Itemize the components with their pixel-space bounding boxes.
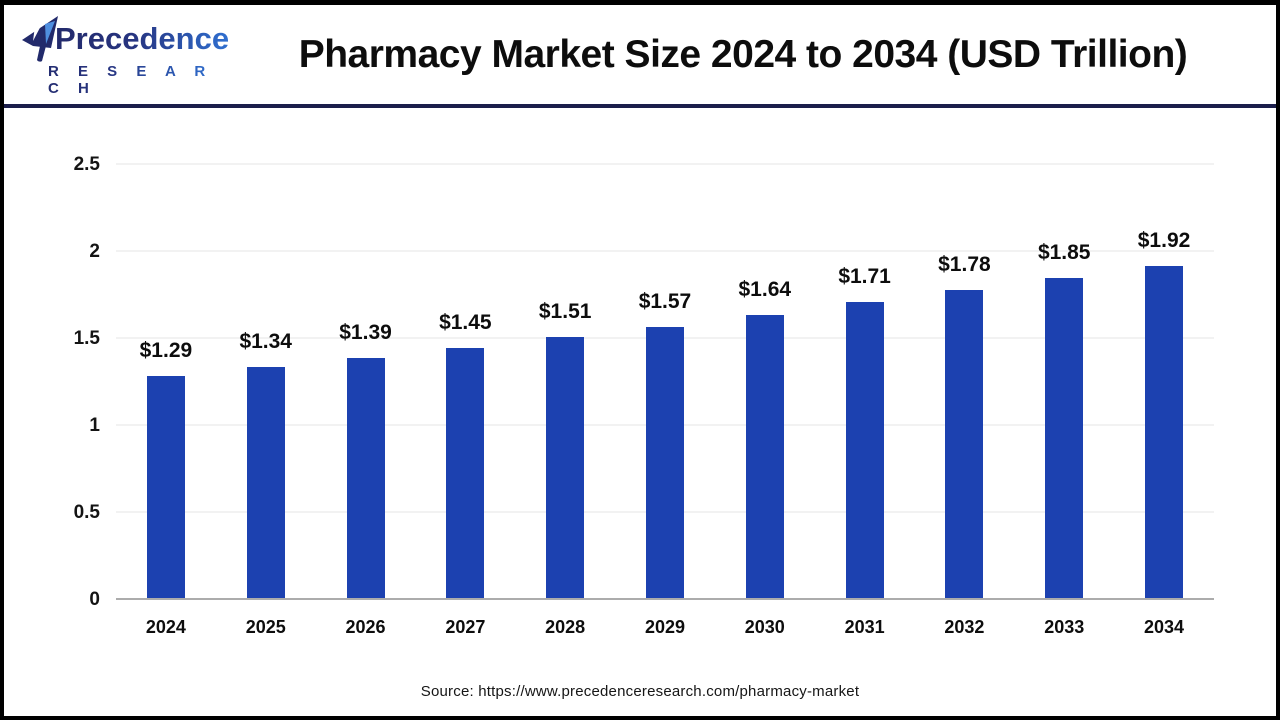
plot-area: 0 0.5 1 1.5 2 2.5 $1.29 2024 $1.34 2025 $1.39 2026 $…: [74, 154, 1214, 637]
bar-value-label: $1.78: [938, 253, 991, 277]
bar-2033: [1045, 278, 1084, 600]
bar-column-2026: $1.39 2026: [316, 165, 416, 637]
bar-column-2024: $1.29 2024: [116, 165, 216, 637]
bar-value-label: $1.39: [339, 321, 392, 345]
bar-2029: [645, 326, 684, 600]
chart-title: Pharmacy Market Size 2024 to 2034 (USD T…: [298, 32, 1188, 76]
bar-2028: [546, 337, 585, 600]
bar-2031: [845, 302, 884, 600]
x-tick-label: 2025: [245, 617, 286, 637]
header: Precedence R E S E A R C H Pharmacy Mark…: [4, 5, 1276, 108]
bar-2032: [945, 290, 984, 600]
bar-value-label: $1.29: [139, 338, 193, 362]
bar-column-2034: $1.92 2034: [1114, 165, 1214, 637]
bar-2034: [1145, 265, 1184, 600]
bar-value-label: $1.51: [538, 300, 592, 324]
x-tick-label: 2026: [345, 617, 386, 637]
bar-value-label: $1.57: [638, 289, 692, 313]
bar-value-label: $1.34: [239, 329, 292, 353]
bar-2027: [446, 347, 485, 600]
gridline: [116, 250, 1214, 252]
x-tick-label: 2034: [1144, 617, 1185, 637]
x-tick-label: 2030: [744, 617, 785, 637]
bar-column-2028: $1.51 2028: [515, 165, 615, 637]
y-tick-label: 2: [89, 241, 100, 262]
x-tick-label: 2033: [1044, 617, 1085, 637]
x-tick-label: 2024: [145, 617, 186, 637]
bar-columns: $1.29 2024 $1.34 2025 $1.39 2026 $1.45 2027 $1.5…: [116, 165, 1214, 637]
bar-value-label: $1.71: [838, 265, 891, 289]
y-tick-label: 2.5: [73, 154, 100, 175]
bar-column-2033: $1.85 2033: [1014, 165, 1114, 637]
source-text: Source: https://www.precedenceresearch.c…: [420, 683, 860, 700]
y-tick-label: 1: [89, 415, 100, 436]
bar-value-label: $1.92: [1137, 228, 1191, 252]
bar-column-2027: $1.45 2027: [415, 165, 515, 637]
x-tick-label: 2031: [844, 617, 885, 637]
bar-2026: [346, 358, 385, 600]
x-tick-label: 2027: [445, 617, 486, 637]
bar-value-label: $1.85: [1037, 241, 1091, 265]
gridline: [116, 163, 1214, 165]
x-axis-baseline: [116, 598, 1214, 600]
logo-subname: R E S E A R C H: [20, 63, 216, 97]
bar-value-label: $1.64: [738, 277, 792, 301]
logo-name: Precedence: [55, 13, 229, 65]
x-tick-label: 2029: [644, 617, 685, 637]
bar-2030: [745, 314, 784, 600]
logo: Precedence R E S E A R C H: [4, 13, 229, 97]
bar-value-label: $1.45: [439, 310, 492, 334]
y-tick-label: 0: [89, 589, 100, 610]
y-tick-label: 0.5: [73, 502, 100, 523]
x-tick-label: 2032: [944, 617, 985, 637]
logo-sail-icon: [22, 15, 58, 62]
y-tick-label: 1.5: [73, 328, 100, 349]
bar-2024: [146, 375, 185, 600]
bar-column-2032: $1.78 2032: [915, 165, 1015, 637]
bar-column-2029: $1.57 2029: [615, 165, 715, 637]
x-tick-label: 2028: [545, 617, 586, 637]
bar-column-2025: $1.34 2025: [216, 165, 316, 637]
bar-column-2031: $1.71 2031: [815, 165, 915, 637]
bar-column-2030: $1.64 2030: [715, 165, 815, 637]
bar-2025: [246, 366, 285, 600]
logo-row: Precedence: [20, 13, 229, 65]
